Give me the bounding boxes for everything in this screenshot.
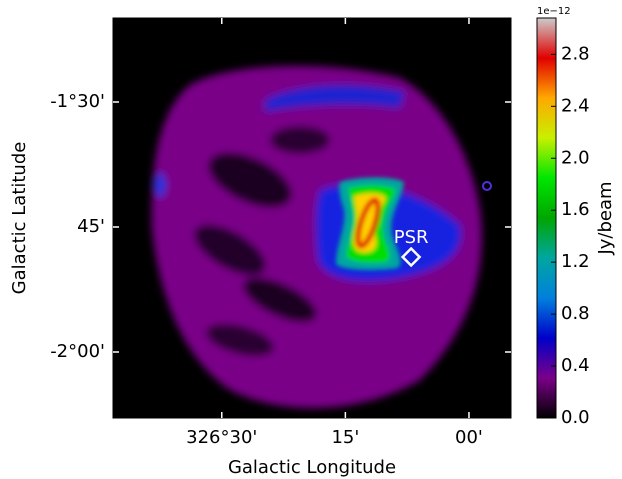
colorbar-scale: 1e−12 xyxy=(537,6,571,17)
psr-marker xyxy=(400,246,422,268)
colorbar-tick-label: 2.4 xyxy=(561,95,590,116)
plot-frame xyxy=(112,17,512,419)
colorbar xyxy=(536,17,557,419)
colorbar-tick-label: 1.6 xyxy=(561,199,590,220)
x-tick-label: 326°30' xyxy=(186,427,257,448)
colorbar-tick-label: 0.4 xyxy=(561,355,590,376)
y-tick-label: 45' xyxy=(77,216,105,237)
colorbar-tick-label: 0.0 xyxy=(561,407,590,428)
x-axis-label: Galactic Longitude xyxy=(228,457,396,478)
sky-image xyxy=(113,18,511,418)
psr-label: PSR xyxy=(394,227,429,248)
x-tick-label: 00' xyxy=(455,427,483,448)
y-tick-label: -1°30' xyxy=(50,91,105,112)
colorbar-label: Jy/beam xyxy=(595,181,616,255)
colorbar-tick-label: 2.8 xyxy=(561,43,590,64)
y-tick-label: -2°00' xyxy=(50,341,105,362)
colorbar-tick-label: 1.2 xyxy=(561,251,590,272)
colorbar-tick-label: 0.8 xyxy=(561,303,590,324)
y-axis-label: Galactic Latitude xyxy=(9,142,30,295)
x-tick-label: 15' xyxy=(331,427,359,448)
colorbar-tick-label: 2.0 xyxy=(561,147,590,168)
